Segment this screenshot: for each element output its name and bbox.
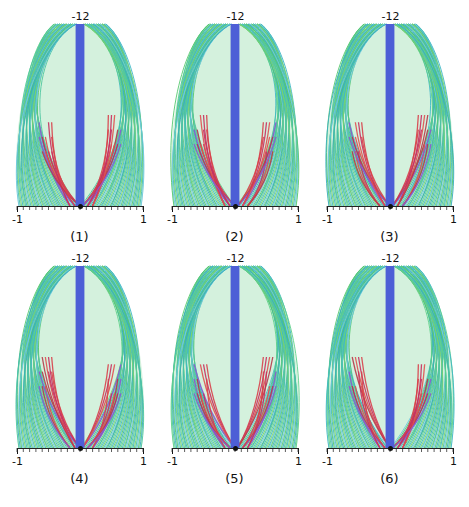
svg-text:-1: -1 xyxy=(322,213,333,226)
svg-text:-12: -12 xyxy=(71,252,89,265)
svg-text:-12: -12 xyxy=(71,10,89,23)
html-text:(4): (4) xyxy=(70,471,89,486)
svg-text:-12: -12 xyxy=(226,10,244,23)
html-text:(2): (2) xyxy=(225,229,244,244)
svg-text:-12: -12 xyxy=(381,10,399,23)
html-text:(3): (3) xyxy=(380,229,399,244)
svg-text:1: 1 xyxy=(140,455,147,468)
svg-text:-12: -12 xyxy=(381,252,399,265)
svg-text:-1: -1 xyxy=(12,455,23,468)
svg-text:1: 1 xyxy=(295,213,302,226)
svg-text:-12: -12 xyxy=(226,252,244,265)
html-text:(5): (5) xyxy=(225,471,244,486)
svg-text:-1: -1 xyxy=(167,455,178,468)
svg-text:1: 1 xyxy=(450,213,457,226)
svg-text:-1: -1 xyxy=(322,455,333,468)
svg-text:1: 1 xyxy=(450,455,457,468)
html-text:(1): (1) xyxy=(70,229,89,244)
svg-text:1: 1 xyxy=(140,213,147,226)
html-text:(6): (6) xyxy=(380,471,399,486)
svg-text:-1: -1 xyxy=(12,213,23,226)
svg-text:1: 1 xyxy=(295,455,302,468)
svg-text:-1: -1 xyxy=(167,213,178,226)
